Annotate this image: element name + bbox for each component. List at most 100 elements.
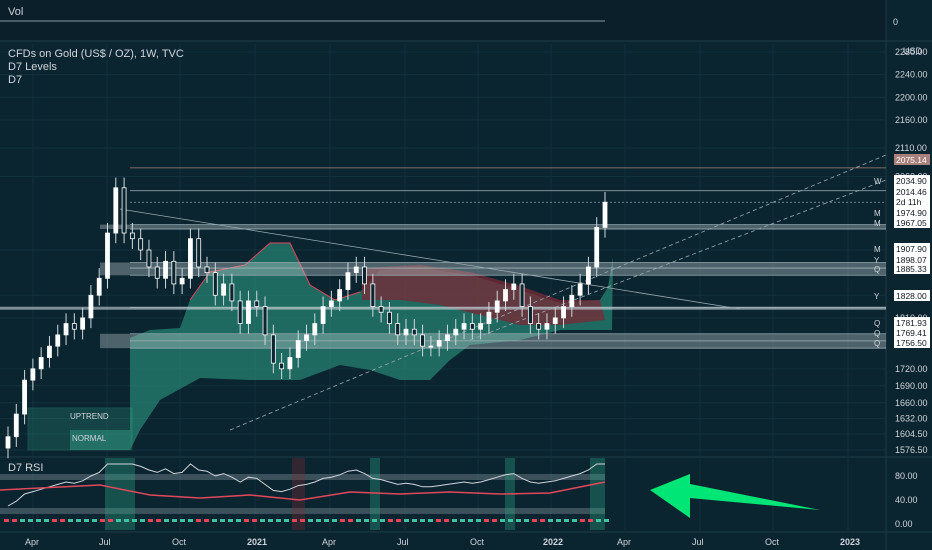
- rsi-dot: [476, 519, 481, 522]
- candle-body: [47, 345, 52, 358]
- candle-body: [204, 266, 210, 274]
- candle-body: [262, 306, 268, 336]
- candle-body: [270, 334, 276, 364]
- price-tag: [894, 186, 930, 197]
- rsi-dot: [348, 519, 353, 522]
- rsi-dot: [524, 519, 529, 522]
- time-label: Apr: [617, 537, 631, 547]
- candle-body: [594, 226, 600, 268]
- rsi-dot: [436, 519, 441, 522]
- candle-body: [378, 306, 384, 313]
- rsi-dot: [492, 519, 497, 522]
- price-tick-label: 2280.00: [895, 47, 928, 57]
- time-label: Apr: [322, 537, 336, 547]
- price-tag-letter: Y: [874, 256, 880, 265]
- rsi-dot: [508, 519, 513, 522]
- zone-label-uptrend: UPTREND: [70, 412, 109, 421]
- rsi-dot: [324, 519, 329, 522]
- rsi-signal-line: [0, 481, 606, 501]
- rsi-dot: [228, 519, 233, 522]
- candle-body: [544, 323, 550, 330]
- price-tag-value: 1885.33: [896, 264, 927, 274]
- rsi-dot: [172, 519, 177, 522]
- rsi-band: [0, 474, 605, 480]
- price-tag-letter: M: [874, 219, 881, 228]
- candle-body: [96, 277, 102, 296]
- rsi-dot: [148, 519, 153, 522]
- legend-line: D7: [8, 74, 22, 86]
- rsi-line: [7, 463, 605, 507]
- rsi-dot: [468, 519, 473, 522]
- rsi-dot: [156, 519, 161, 522]
- rsi-dot: [132, 519, 137, 522]
- rsi-dot: [500, 519, 505, 522]
- candle-body: [602, 201, 608, 228]
- price-tag: [894, 337, 930, 348]
- rsi-dot: [44, 519, 49, 522]
- candle-body: [105, 232, 110, 279]
- candle-body: [22, 379, 27, 415]
- volume-value: 0: [893, 17, 898, 27]
- candle-body: [55, 334, 61, 347]
- price-tag-value: 1828.00: [896, 291, 927, 301]
- candle-body: [71, 323, 77, 330]
- rsi-dot: [12, 519, 17, 522]
- rsi-dot: [300, 519, 305, 522]
- candle-body: [503, 289, 508, 302]
- price-tag-value: 2075.14: [896, 155, 927, 165]
- time-label: Oct: [172, 537, 187, 547]
- price-tag: [894, 254, 930, 265]
- trendline-dashed: [469, 179, 887, 341]
- price-tag-letter: Q: [874, 319, 880, 328]
- rsi-dot: [100, 519, 105, 522]
- candle-body: [254, 300, 260, 307]
- candle-body: [320, 306, 326, 324]
- rsi-dot: [180, 519, 185, 522]
- rsi-highlight: [590, 458, 605, 530]
- time-label: Oct: [470, 537, 485, 547]
- candle-body: [552, 317, 558, 324]
- rsi-dot: [532, 519, 537, 522]
- rsi-dot: [116, 519, 121, 522]
- time-label: 2023: [840, 537, 860, 547]
- candle-body: [511, 283, 517, 291]
- price-tag-value: 1898.07: [896, 255, 927, 265]
- price-tag-value: 1974.90: [896, 208, 927, 218]
- rsi-dot: [308, 519, 313, 522]
- candle-body: [453, 328, 459, 336]
- rsi-dot: [372, 519, 377, 522]
- candle-body: [304, 334, 309, 341]
- rsi-dot: [452, 519, 457, 522]
- price-tick-label: 1720.00: [895, 364, 928, 374]
- rsi-dot: [340, 519, 345, 522]
- zone-box: [70, 430, 130, 450]
- candle-body: [428, 345, 434, 348]
- rsi-dot: [108, 519, 113, 522]
- candle-body: [129, 232, 135, 240]
- time-label: Apr: [25, 537, 39, 547]
- candle-body: [486, 311, 492, 324]
- candle-body: [370, 283, 376, 307]
- price-tag: [894, 243, 930, 254]
- rsi-highlight: [292, 458, 305, 530]
- price-tag-value: 2034.90: [896, 176, 927, 186]
- rsi-dot: [284, 519, 289, 522]
- rsi-dot: [4, 519, 9, 522]
- rsi-tick-label: 0.00: [895, 519, 913, 529]
- candle-body: [121, 187, 127, 234]
- price-tick-label: 1576.50: [895, 445, 928, 455]
- rsi-dot: [220, 519, 225, 522]
- level-band: [0, 306, 886, 310]
- rsi-dot: [396, 519, 401, 522]
- candle-body: [395, 323, 401, 336]
- candle-body: [403, 328, 409, 336]
- price-tick-label: 2160.00: [895, 115, 928, 125]
- candle-body: [179, 277, 185, 285]
- candle-body: [353, 266, 359, 274]
- candle-body: [138, 238, 144, 251]
- rsi-dot: [292, 519, 297, 522]
- rsi-dot: [68, 519, 73, 522]
- candle-body: [445, 334, 450, 341]
- candle-body: [362, 266, 367, 285]
